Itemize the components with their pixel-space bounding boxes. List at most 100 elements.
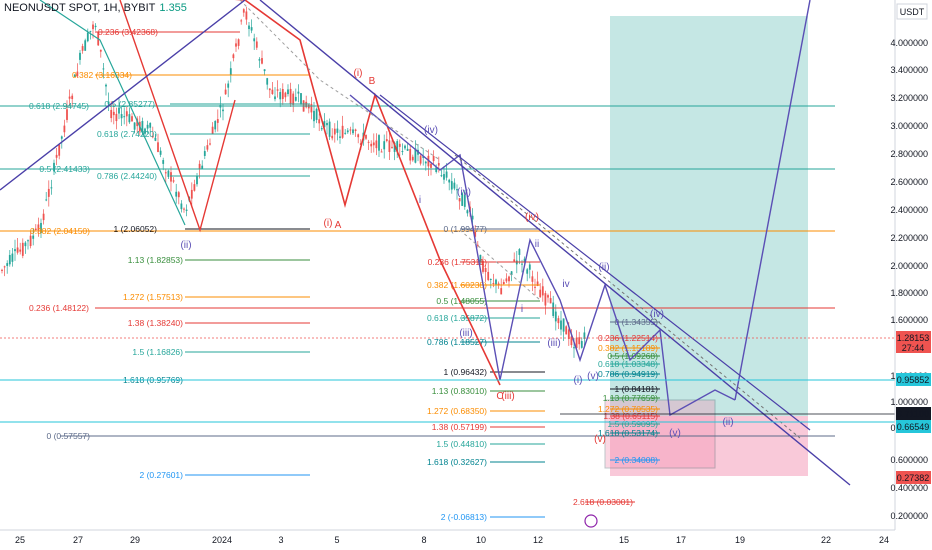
candle-body: [456, 189, 458, 191]
candle-body: [183, 208, 185, 210]
candle-body: [123, 116, 126, 118]
wave-label: (iv): [457, 187, 471, 198]
candle-body: [172, 180, 175, 182]
candle-body: [37, 224, 40, 231]
candle-body: [406, 148, 409, 151]
candle-body: [53, 162, 55, 172]
fib-label: 0.618 (2.74220): [97, 129, 157, 139]
candle-body: [11, 253, 14, 262]
loss-zone: [610, 416, 808, 476]
candle-body: [271, 89, 274, 95]
candle-body: [404, 145, 406, 149]
candle-body: [307, 104, 310, 109]
fib-label: 0.618 (1.03348): [598, 359, 658, 369]
candle-body: [128, 114, 131, 123]
price-marker-label: 0.27382: [897, 473, 930, 483]
wave-label: (v): [594, 434, 606, 445]
candle-body: [266, 78, 269, 85]
wave-purple: [349, 94, 736, 417]
fib-label: 0.236 (1.75311): [428, 257, 488, 267]
fib-label: 0.618 (2.94745): [29, 101, 89, 111]
candle-body: [497, 283, 500, 286]
candle-body: [575, 337, 578, 349]
candle-body: [294, 96, 297, 101]
candle-body: [385, 139, 388, 141]
x-tick-label: 5: [334, 535, 339, 545]
candle-body: [255, 41, 258, 48]
candle-body: [284, 92, 287, 98]
candle-body: [99, 49, 102, 52]
fib-label: 0 (1.99477): [444, 224, 488, 234]
fib-label: 0.5 (1.48055): [436, 296, 487, 306]
y-tick-label: 2.200000: [890, 233, 928, 243]
candle-body: [510, 271, 513, 275]
candle-body: [372, 142, 375, 146]
candle-body: [411, 156, 414, 161]
candle-body: [305, 101, 308, 108]
candle-body: [445, 171, 448, 178]
price-marker-label: 0.71100: [897, 409, 929, 419]
candle-body: [58, 144, 61, 156]
candle-body: [570, 336, 573, 346]
wave-label: C: [496, 391, 503, 402]
currency-label: USDT: [900, 7, 925, 17]
candle-body: [367, 141, 370, 143]
fib-label: 0.382 (3.16334): [72, 70, 132, 80]
candle-body: [331, 135, 334, 139]
wave-label: iv: [562, 279, 569, 290]
price-axis[interactable]: USDT 4.000000 3.400000 3.200000 3.000000 2.80…: [890, 0, 932, 550]
fib-label: 1.272 (0.68350): [427, 406, 487, 416]
wave-label: (iii): [547, 338, 560, 349]
fib-label: 1.5 (0.44810): [436, 439, 487, 449]
candle-body: [276, 89, 279, 91]
fib-label: 1.13 (0.77659): [603, 393, 658, 403]
candle-body: [164, 172, 167, 174]
candle-body: [180, 203, 183, 210]
y-tick-label: 4.000000: [890, 38, 928, 48]
x-tick-label: 19: [735, 535, 745, 545]
fib-label: 0.236 (3.42368): [98, 27, 158, 37]
fib-label: 1.38 (0.57199): [432, 422, 487, 432]
candle-body: [6, 263, 9, 266]
candle-body: [157, 142, 159, 152]
x-tick-label: 2024: [212, 535, 232, 545]
fib-label: 0.786 (2.44240): [97, 171, 157, 181]
candle-body: [357, 134, 360, 138]
x-tick-label: 17: [676, 535, 686, 545]
candle-body: [378, 135, 380, 151]
x-tick-label: 29: [130, 535, 140, 545]
candle-body: [281, 88, 284, 100]
candle-body: [370, 143, 373, 147]
fib-label: 2 (0.34008): [615, 455, 659, 465]
price-marker: [896, 407, 931, 420]
x-tick-label: 10: [476, 535, 486, 545]
candle-body: [435, 167, 438, 172]
time-axis[interactable]: 25 27 29 2024 3 5 8 10 12 15 17 19 22 24: [0, 529, 895, 545]
candle-body: [185, 209, 188, 211]
candle-body: [45, 199, 48, 201]
candle-body: [209, 143, 211, 145]
price-marker-label: 0.66549: [897, 422, 930, 432]
candle-body: [383, 141, 386, 150]
candle-body: [232, 54, 235, 59]
wave-label: (iv): [525, 212, 539, 223]
fib-label: 1.13 (1.82853): [128, 255, 183, 265]
candle-body: [430, 163, 432, 168]
candle-body: [115, 113, 118, 122]
candle-body: [513, 259, 516, 262]
candle-body: [71, 95, 74, 100]
fib-label: 2.618 (0.03001): [573, 497, 633, 507]
candle-body: [518, 249, 521, 255]
candle-body: [196, 175, 198, 185]
candle-body: [167, 170, 170, 177]
candle-body: [47, 188, 50, 197]
candle-body: [484, 268, 487, 273]
candle-body: [297, 91, 300, 94]
candle-body: [536, 281, 539, 286]
candle-body: [466, 210, 469, 214]
candle-body: [313, 110, 315, 122]
x-tick-label: 15: [619, 535, 629, 545]
candle-body: [380, 151, 383, 153]
